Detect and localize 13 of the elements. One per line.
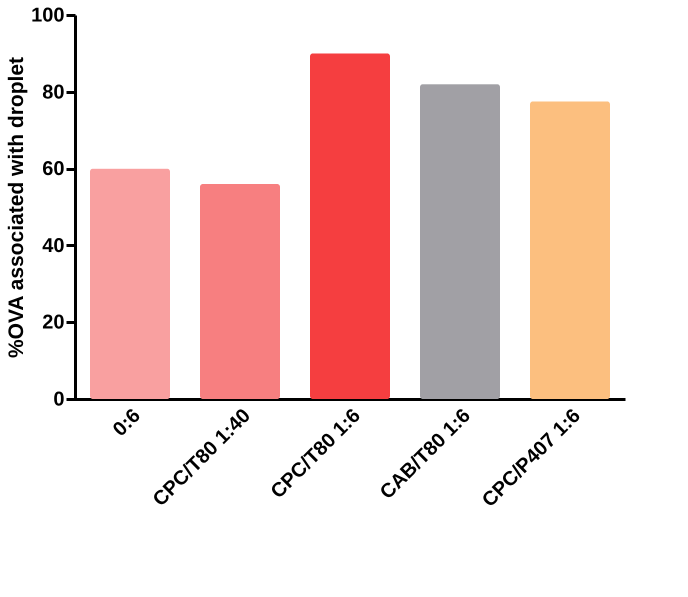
y-tick-label: 20 <box>42 312 64 334</box>
y-axis-title: %OVA associated with droplet <box>5 56 28 358</box>
y-tick-label: 40 <box>42 234 64 257</box>
x-tick-label: 0:6 <box>108 404 145 441</box>
bar <box>90 168 170 399</box>
y-tick-label: 100 <box>31 4 64 26</box>
bar <box>420 84 500 399</box>
y-tick-label: 80 <box>42 81 64 104</box>
bar <box>310 53 390 399</box>
y-tick-label: 0 <box>53 388 64 410</box>
bar <box>200 184 280 399</box>
bar <box>530 101 610 399</box>
y-tick-label: 60 <box>42 158 64 180</box>
